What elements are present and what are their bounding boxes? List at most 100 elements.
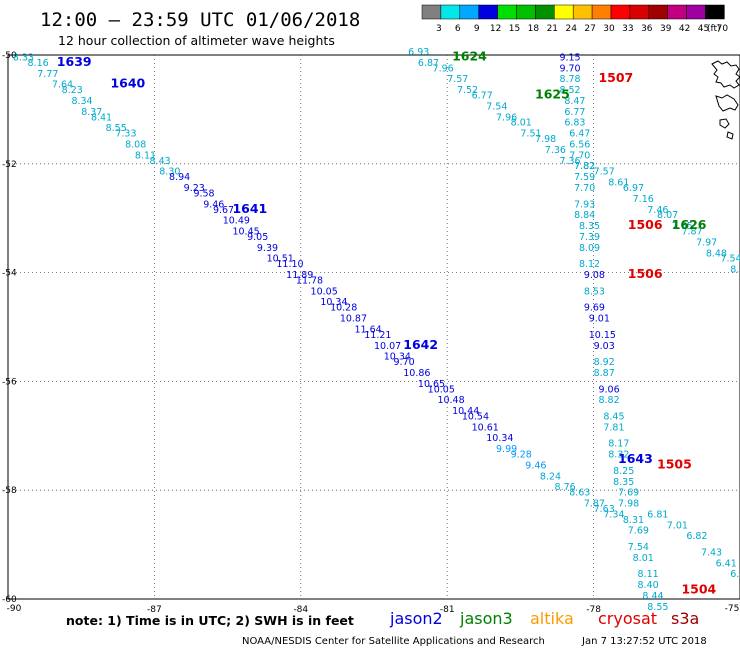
- swh-value: 7.54: [486, 101, 507, 112]
- swh-value: 8.08: [125, 139, 146, 150]
- coastline: [711, 60, 740, 140]
- swh-value: 7.51: [520, 129, 541, 140]
- x-tick-label: -75: [725, 604, 740, 614]
- swh-value: 8.37: [81, 107, 102, 118]
- swh-value: 7.96: [433, 63, 454, 74]
- colorbar-swatch: [572, 4, 593, 20]
- swh-value: 7.57: [594, 167, 615, 178]
- legend-jason3: jason3: [459, 609, 513, 628]
- swh-value: 8.12: [579, 259, 600, 270]
- swh-value: 9.39: [257, 243, 278, 254]
- swh-value: 10.54: [462, 411, 489, 422]
- swh-value: 8.53: [584, 286, 605, 297]
- swh-value: 8.35: [613, 477, 634, 488]
- units-note: note: 1) Time is in UTC; 2) SWH is in fe…: [66, 613, 354, 628]
- swh-value: 9.69: [584, 303, 605, 314]
- swh-value: 8.94: [169, 172, 190, 183]
- pass-number: 1506: [628, 217, 663, 232]
- swh-value: 10.07: [374, 341, 401, 352]
- swh-value: 7.16: [633, 194, 654, 205]
- colorbar-swatch: [535, 4, 555, 20]
- swh-value: 10.05: [428, 384, 455, 395]
- pass-number: 1643: [618, 451, 653, 466]
- swh-value: 8.34: [71, 96, 92, 107]
- swh-value: 8.55: [647, 602, 668, 613]
- swh-value: 7.39: [579, 232, 600, 243]
- timestamp: Jan 7 13:27:52 UTC 2018: [581, 636, 707, 647]
- swh-value: 8.55: [106, 123, 127, 134]
- colorbar-swatch: [440, 4, 461, 20]
- colorbar-label: 33: [622, 24, 633, 34]
- colorbar-unit: (ft): [707, 24, 721, 34]
- swh-value: 8.63: [569, 488, 590, 499]
- swh-value: 7.65: [672, 221, 693, 232]
- swh-value: 6.87: [418, 58, 439, 69]
- swh-value: 10.45: [232, 227, 259, 238]
- swh-value: 11.10: [276, 259, 303, 270]
- swh-value: 9.23: [184, 183, 205, 194]
- swh-value: 7.36: [545, 145, 566, 156]
- colorbar-label: 12: [490, 24, 501, 34]
- swh-value: 7.43: [701, 547, 722, 558]
- swh-value: 10.34: [384, 352, 411, 363]
- swh-value: 6.93: [408, 47, 429, 58]
- swh-value: 7.87: [584, 499, 605, 510]
- legend-altika: altika: [530, 609, 574, 628]
- swh-value: 8.35: [579, 221, 600, 232]
- swh-value: 8.11: [638, 569, 659, 580]
- swh-value: 8.44: [642, 591, 663, 602]
- pass-number: 1639: [57, 54, 92, 69]
- pass-number: 1641: [232, 201, 267, 216]
- swh-value: 10.05: [311, 286, 338, 297]
- swh-value: 8.07: [657, 210, 678, 221]
- swh-value: 7.52: [457, 85, 478, 96]
- colorbar-label: 15: [509, 24, 520, 34]
- y-tick-label: -56: [2, 377, 17, 387]
- swh-value: 7.82: [574, 161, 595, 172]
- swh-value: 8.40: [638, 580, 659, 591]
- swh-value: 8.87: [594, 368, 615, 379]
- swh-value: 7.63: [594, 504, 615, 515]
- chart-subtitle: 12 hour collection of altimeter wave hei…: [58, 33, 335, 48]
- colorbar: 3 6 9 12 15 18 21 24 27 30 33 36 39 42 45 70: [421, 4, 729, 34]
- swh-value: 7.64: [52, 80, 73, 91]
- grid: [8, 55, 740, 599]
- swh-value: 9.70: [394, 357, 415, 368]
- swh-value: 7.57: [447, 74, 468, 85]
- y-tick-label: -50: [2, 51, 17, 61]
- pass-labels: 1639 1640 1641 1642 1643 1624 1625 1626 1507 1506…: [57, 48, 717, 596]
- colorbar-label: 42: [679, 24, 690, 34]
- colorbar-label: 18: [528, 24, 540, 34]
- swh-value: 6.81: [647, 509, 668, 520]
- swh-value: 9.03: [594, 341, 615, 352]
- colorbar-label: 70: [717, 24, 729, 34]
- swh-value: 8.52: [559, 85, 580, 96]
- swh-value: 10.86: [403, 368, 430, 379]
- credit-text: NOAA/NESDIS Center for Satellite Applica…: [242, 636, 545, 647]
- swh-value: 8.24: [540, 471, 561, 482]
- swh-value: 7.87: [681, 227, 702, 238]
- swh-value: 9.28: [511, 450, 532, 461]
- colorbar-label: 24: [565, 24, 577, 34]
- swh-value: 7.34: [603, 509, 624, 520]
- swh-value: 7.46: [647, 205, 668, 216]
- pass-number: 1642: [403, 337, 438, 352]
- colorbar-label: 21: [547, 24, 558, 34]
- swh-value: 7.82: [574, 161, 595, 172]
- swh-value: 10.61: [472, 422, 499, 433]
- swh-value: 9.15: [559, 52, 580, 63]
- swh-value: 8.25: [613, 466, 634, 477]
- pass-number: 1624: [452, 48, 487, 63]
- swh-value: 7.70: [569, 150, 590, 161]
- swh-value: 11.78: [296, 275, 323, 286]
- swh-value: 8.16: [28, 58, 49, 69]
- swh-value: 10.15: [589, 330, 616, 341]
- chart-title: 12:00 – 23:59 UTC 01/06/2018: [40, 9, 360, 31]
- swh-value: 9.46: [525, 460, 546, 471]
- swh-value: 8.09: [579, 243, 600, 254]
- swh-value: 7.69: [618, 488, 639, 499]
- swh-value: 6.83: [564, 118, 585, 129]
- swh-value: 8.82: [598, 395, 619, 406]
- swh-value: 6.45: [730, 569, 740, 580]
- swh-value: 6.56: [569, 139, 590, 150]
